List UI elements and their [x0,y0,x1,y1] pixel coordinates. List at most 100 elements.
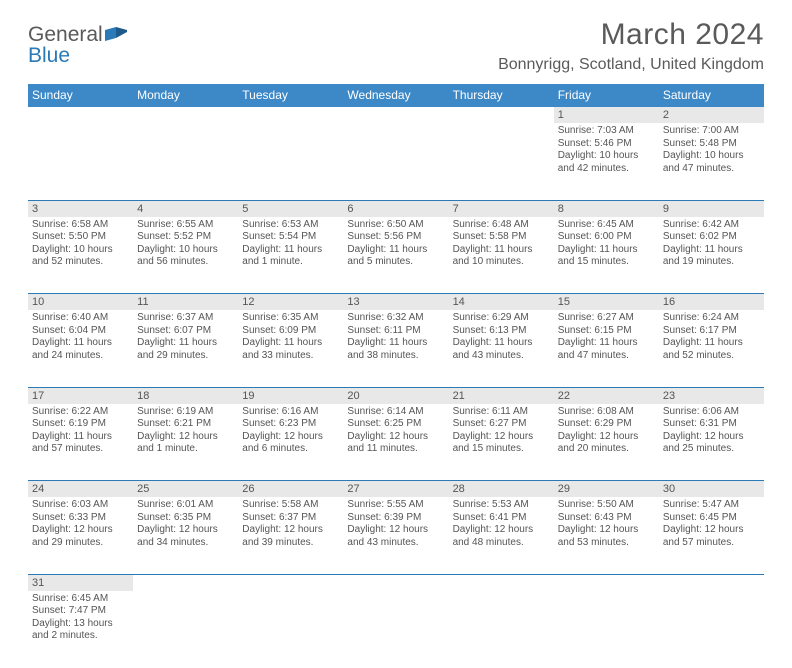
daylight-text: Daylight: 11 hours and 19 minutes. [663,244,760,269]
weekday-header: Friday [554,84,659,107]
header: GeneralBlue March 2024 Bonnyrigg, Scotla… [28,18,764,74]
day-number-cell: 9 [659,200,764,217]
day-number-cell: 31 [28,574,133,591]
day-number-cell [343,107,448,123]
detail-row: Sunrise: 6:40 AMSunset: 6:04 PMDaylight:… [28,310,764,387]
sunrise-text: Sunrise: 6:40 AM [32,312,129,325]
weekday-header: Saturday [659,84,764,107]
day-number-cell: 28 [449,481,554,498]
sunset-text: Sunset: 7:47 PM [32,605,129,618]
title-block: March 2024 Bonnyrigg, Scotland, United K… [498,18,764,74]
sunset-text: Sunset: 6:15 PM [558,325,655,338]
day-detail-cell: Sunrise: 6:42 AMSunset: 6:02 PMDaylight:… [659,217,764,294]
day-detail-cell: Sunrise: 6:01 AMSunset: 6:35 PMDaylight:… [133,497,238,574]
detail-row: Sunrise: 7:03 AMSunset: 5:46 PMDaylight:… [28,123,764,200]
daylight-text: Daylight: 10 hours and 52 minutes. [32,244,129,269]
weekday-header-row: Sunday Monday Tuesday Wednesday Thursday… [28,84,764,107]
daylight-text: Daylight: 12 hours and 57 minutes. [663,524,760,549]
weekday-header: Monday [133,84,238,107]
sunset-text: Sunset: 6:25 PM [347,418,444,431]
sunset-text: Sunset: 6:17 PM [663,325,760,338]
day-number-cell [554,574,659,591]
daylight-text: Daylight: 11 hours and 5 minutes. [347,244,444,269]
flag-icon [105,24,127,45]
sunrise-text: Sunrise: 6:50 AM [347,219,444,232]
day-detail-cell: Sunrise: 6:53 AMSunset: 5:54 PMDaylight:… [238,217,343,294]
day-detail-cell [343,591,448,668]
day-detail-cell: Sunrise: 7:00 AMSunset: 5:48 PMDaylight:… [659,123,764,200]
sunset-text: Sunset: 6:33 PM [32,512,129,525]
sunset-text: Sunset: 5:56 PM [347,231,444,244]
sunrise-text: Sunrise: 6:19 AM [137,406,234,419]
sunrise-text: Sunrise: 5:55 AM [347,499,444,512]
sunrise-text: Sunrise: 7:00 AM [663,125,760,138]
daylight-text: Daylight: 11 hours and 33 minutes. [242,337,339,362]
daylight-text: Daylight: 10 hours and 42 minutes. [558,150,655,175]
daylight-text: Daylight: 11 hours and 1 minute. [242,244,339,269]
day-number-cell: 18 [133,387,238,404]
daynum-row: 24252627282930 [28,481,764,498]
day-detail-cell: Sunrise: 6:50 AMSunset: 5:56 PMDaylight:… [343,217,448,294]
sunrise-text: Sunrise: 5:58 AM [242,499,339,512]
day-number-cell [343,574,448,591]
day-number-cell: 23 [659,387,764,404]
daynum-row: 10111213141516 [28,294,764,311]
sunset-text: Sunset: 6:00 PM [558,231,655,244]
daylight-text: Daylight: 11 hours and 38 minutes. [347,337,444,362]
day-number-cell: 30 [659,481,764,498]
weekday-header: Tuesday [238,84,343,107]
day-number-cell: 22 [554,387,659,404]
sunset-text: Sunset: 6:19 PM [32,418,129,431]
daylight-text: Daylight: 12 hours and 20 minutes. [558,431,655,456]
day-detail-cell: Sunrise: 5:47 AMSunset: 6:45 PMDaylight:… [659,497,764,574]
daylight-text: Daylight: 12 hours and 11 minutes. [347,431,444,456]
sunset-text: Sunset: 5:52 PM [137,231,234,244]
sunset-text: Sunset: 6:04 PM [32,325,129,338]
sunrise-text: Sunrise: 6:45 AM [32,593,129,606]
sunset-text: Sunset: 6:27 PM [453,418,550,431]
day-number-cell: 2 [659,107,764,123]
sunset-text: Sunset: 6:35 PM [137,512,234,525]
day-detail-cell [238,123,343,200]
day-number-cell: 26 [238,481,343,498]
daynum-row: 31 [28,574,764,591]
sunset-text: Sunset: 5:58 PM [453,231,550,244]
day-number-cell: 21 [449,387,554,404]
sunset-text: Sunset: 6:13 PM [453,325,550,338]
day-number-cell [449,574,554,591]
brand-logo: GeneralBlue [28,24,127,66]
daylight-text: Daylight: 12 hours and 6 minutes. [242,431,339,456]
day-detail-cell [659,591,764,668]
day-number-cell: 27 [343,481,448,498]
day-number-cell: 7 [449,200,554,217]
daylight-text: Daylight: 10 hours and 56 minutes. [137,244,234,269]
day-detail-cell: Sunrise: 7:03 AMSunset: 5:46 PMDaylight:… [554,123,659,200]
day-number-cell: 1 [554,107,659,123]
day-detail-cell [449,123,554,200]
day-number-cell: 4 [133,200,238,217]
brand-name-part1: General [28,23,103,46]
day-number-cell: 17 [28,387,133,404]
daynum-row: 3456789 [28,200,764,217]
day-detail-cell: Sunrise: 6:29 AMSunset: 6:13 PMDaylight:… [449,310,554,387]
sunset-text: Sunset: 6:11 PM [347,325,444,338]
detail-row: Sunrise: 6:03 AMSunset: 6:33 PM Daylight:… [28,497,764,574]
sunset-text: Sunset: 6:07 PM [137,325,234,338]
daylight-text: Daylight: 11 hours and 24 minutes. [32,337,129,362]
sunrise-text: Sunrise: 5:47 AM [663,499,760,512]
daylight-text: Daylight: 11 hours and 43 minutes. [453,337,550,362]
day-number-cell: 3 [28,200,133,217]
sunrise-text: Sunrise: 6:42 AM [663,219,760,232]
sunrise-text: Sunrise: 6:58 AM [32,219,129,232]
day-number-cell: 16 [659,294,764,311]
daylight-text: Daylight: 12 hours and 53 minutes. [558,524,655,549]
daylight-text: Daylight: 12 hours and 43 minutes. [347,524,444,549]
sunrise-text: Sunrise: 6:03 AM [32,499,129,512]
day-number-cell [449,107,554,123]
day-detail-cell: Sunrise: 6:11 AMSunset: 6:27 PMDaylight:… [449,404,554,481]
weekday-header: Wednesday [343,84,448,107]
day-detail-cell: Sunrise: 5:58 AMSunset: 6:37 PMDaylight:… [238,497,343,574]
day-number-cell: 20 [343,387,448,404]
day-number-cell: 8 [554,200,659,217]
daylight-text: Daylight: 12 hours and 15 minutes. [453,431,550,456]
